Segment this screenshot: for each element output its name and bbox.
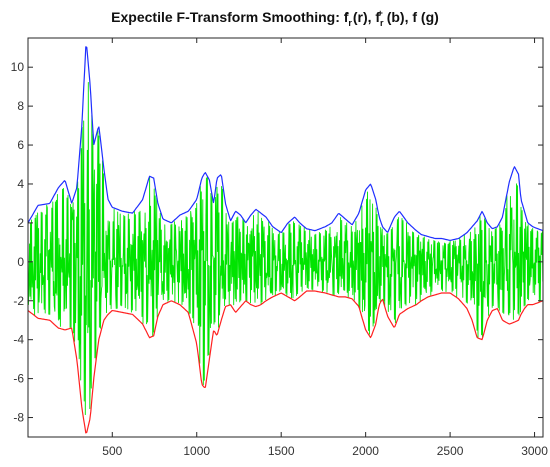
series-line-lower: [28, 290, 543, 434]
series-line-signal: [28, 81, 543, 416]
y-tick-label: 8: [17, 99, 24, 113]
y-tick-label: -6: [13, 372, 24, 386]
title-subscript-1: r: [348, 18, 352, 28]
ticks-layer: 500 1000 1500 2000 2500 3000 -8 -6 -4 -2 0 2 4 6 8 10: [11, 38, 548, 458]
chart-title: Expectile F-Transform Smoothing: fr- (r)…: [111, 8, 439, 28]
x-tick-label: 2000: [352, 444, 379, 458]
x-tick-label: 2500: [437, 444, 464, 458]
y-tick-label: -8: [13, 411, 24, 425]
title-superscript-1: -: [346, 8, 349, 18]
x-tick-label: 500: [102, 444, 122, 458]
plot-frame: [27, 37, 544, 438]
y-tick-label: -4: [13, 333, 24, 347]
title-part-1: Expectile F-Transform Smoothing: f: [111, 9, 349, 25]
x-tick-label: 1000: [183, 444, 210, 458]
y-tick-label: 6: [17, 138, 24, 152]
x-tick-label: 1500: [268, 444, 295, 458]
title-part-2: (r), f: [349, 9, 380, 25]
y-tick-label: 4: [17, 177, 24, 191]
x-tick-label: 3000: [521, 444, 548, 458]
title-subscript-2: r: [380, 18, 384, 28]
title-part-3: (b), f (g): [383, 9, 439, 25]
y-tick-label: -2: [13, 294, 24, 308]
plot-area: [28, 38, 543, 437]
y-tick-label: 2: [17, 216, 24, 230]
y-tick-label: 10: [11, 60, 25, 74]
title-superscript-2: +: [378, 8, 383, 18]
y-tick-label: 0: [17, 255, 24, 269]
series-line-upper: [28, 46, 543, 241]
series-layer: [28, 46, 543, 434]
